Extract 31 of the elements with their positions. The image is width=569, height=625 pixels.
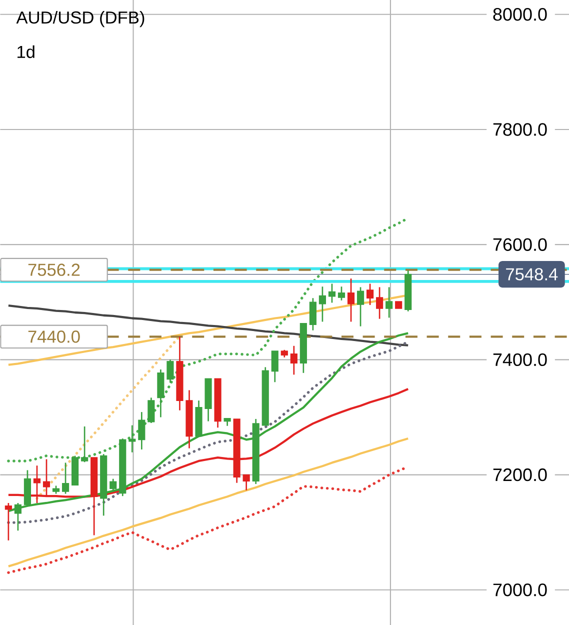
candlestick [138, 411, 146, 450]
candlestick [328, 283, 336, 304]
ref-line-label: 7440.0 [28, 330, 80, 343]
ref-line-label: 7556.2 [28, 264, 80, 276]
y-tick-label: 7600.0 [493, 238, 547, 251]
candlestick [309, 297, 316, 332]
candlestick [166, 359, 174, 384]
candlestick [242, 474, 250, 491]
candlestick [290, 345, 298, 376]
text: AUD/USD (DFB) [16, 10, 144, 28]
candlestick [271, 350, 278, 383]
candlestick [385, 286, 392, 318]
y-tick-label: 8000.0 [493, 8, 547, 21]
candlestick [366, 283, 374, 306]
y-tick-label: 7800.0 [493, 123, 547, 136]
candlestick [62, 462, 69, 494]
candlestick [128, 424, 136, 454]
candlestick [347, 278, 354, 322]
candlestick [376, 286, 383, 320]
candlestick [4, 502, 12, 542]
y-tick-label: 7200.0 [493, 468, 547, 482]
candlestick [80, 426, 88, 463]
candlestick [148, 397, 155, 424]
y-tick-label: 7000.0 [493, 584, 547, 596]
candlestick [318, 286, 326, 322]
candlestick [338, 286, 345, 302]
text: 1d [17, 45, 34, 58]
y-tick-label: 7400.0 [493, 353, 547, 366]
candlestick [356, 286, 364, 327]
ref-line-label: 7548.4 [506, 268, 558, 280]
candlestick [109, 478, 117, 492]
